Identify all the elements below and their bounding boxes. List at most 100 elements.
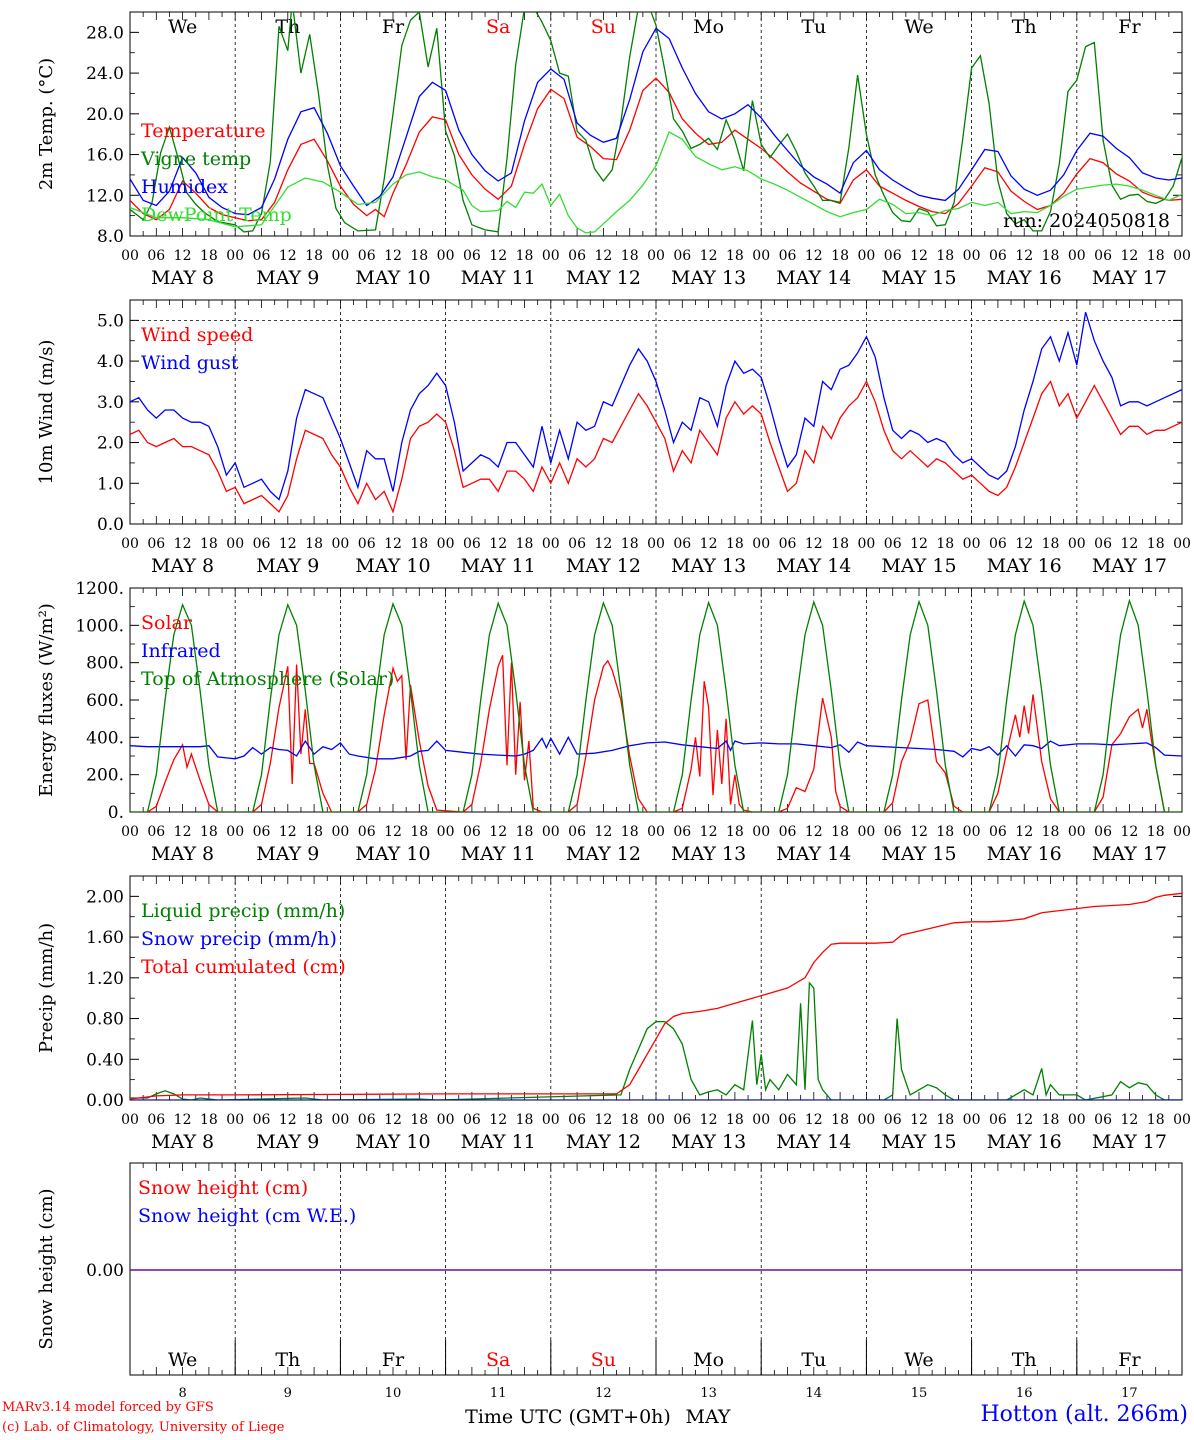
hour-tick-label: 18 <box>1147 824 1165 840</box>
weekday-label: Tu <box>801 1349 826 1371</box>
hour-tick-label: 12 <box>489 248 507 264</box>
hour-tick-label: 18 <box>200 824 218 840</box>
hour-tick-label: 00 <box>331 824 349 840</box>
y-tick-label: 200. <box>86 766 124 786</box>
y-tick-label: 2.0 <box>97 434 124 454</box>
date-label: MAY 10 <box>355 267 430 289</box>
date-label: MAY 17 <box>1092 843 1167 865</box>
legend-entry: Temperature <box>141 120 265 142</box>
hour-tick-label: 06 <box>884 1112 902 1128</box>
hour-tick-label: 18 <box>936 824 954 840</box>
hour-tick-label: 18 <box>200 248 218 264</box>
hour-tick-label: 18 <box>516 824 534 840</box>
date-label: MAY 14 <box>776 555 851 577</box>
date-label: MAY 11 <box>461 843 536 865</box>
hour-tick-label: 18 <box>936 536 954 552</box>
date-label: MAY 13 <box>671 1131 746 1153</box>
date-label: MAY 8 <box>151 1131 214 1153</box>
date-label: MAY 17 <box>1092 555 1167 577</box>
date-label: MAY 11 <box>461 1131 536 1153</box>
y-tick-label: 0.00 <box>86 1091 124 1111</box>
hour-tick-label: 00 <box>1068 248 1086 264</box>
hour-tick-label: 06 <box>253 1112 271 1128</box>
hour-tick-label: 00 <box>647 824 665 840</box>
plot-frame <box>129 587 1183 813</box>
hour-tick-label: 12 <box>1015 1112 1033 1128</box>
hour-tick-label: 18 <box>516 536 534 552</box>
hour-tick-label: 00 <box>752 1112 770 1128</box>
y-tick-label: 2.00 <box>86 887 124 907</box>
hour-tick-label: 06 <box>358 824 376 840</box>
hour-tick-label: 18 <box>516 248 534 264</box>
hour-tick-label: 00 <box>542 536 560 552</box>
legend-entry: Humidex <box>141 176 228 198</box>
hour-tick-label: 12 <box>805 536 823 552</box>
legend-entry: Liquid precip (mm/h) <box>141 900 345 922</box>
hour-tick-label: 00 <box>331 248 349 264</box>
date-label: MAY 12 <box>566 843 641 865</box>
x-axis-month-label: MAY <box>686 1406 731 1428</box>
hour-tick-label: 00 <box>437 1112 455 1128</box>
hour-tick-label: 00 <box>226 1112 244 1128</box>
series-line <box>130 654 1182 812</box>
day-number-label: 14 <box>806 1386 823 1401</box>
hour-tick-label: 06 <box>1094 248 1112 264</box>
hour-tick-label: 18 <box>305 1112 323 1128</box>
hour-tick-label: 12 <box>174 824 192 840</box>
weekday-label: Th <box>1012 16 1037 38</box>
weekday-label: Fr <box>382 16 405 38</box>
date-label: MAY 10 <box>355 843 430 865</box>
date-label: MAY 9 <box>256 1131 319 1153</box>
y-tick-label: 3.0 <box>97 393 124 413</box>
series-line <box>130 598 1182 812</box>
hour-tick-label: 18 <box>1042 824 1060 840</box>
hour-tick-label: 00 <box>226 536 244 552</box>
y-tick-label: 28.0 <box>86 23 124 43</box>
weekday-label: Mo <box>693 16 724 38</box>
hour-tick-label: 18 <box>1147 1112 1165 1128</box>
hour-tick-label: 06 <box>673 248 691 264</box>
hour-tick-label: 06 <box>989 1112 1007 1128</box>
series-line <box>130 27 1182 216</box>
hour-tick-label: 12 <box>1120 824 1138 840</box>
series-line <box>130 380 1182 514</box>
hour-tick-label: 12 <box>1015 536 1033 552</box>
hour-tick-label: 12 <box>384 824 402 840</box>
hour-tick-label: 12 <box>700 1112 718 1128</box>
day-number-label: 13 <box>700 1386 717 1401</box>
hour-tick-label: 06 <box>673 536 691 552</box>
y-tick-label: 0.0 <box>97 515 124 535</box>
hour-tick-label: 06 <box>147 536 165 552</box>
hour-tick-label: 12 <box>174 1112 192 1128</box>
weekday-label: Fr <box>1118 1349 1141 1371</box>
hour-tick-label: 00 <box>121 1112 139 1128</box>
y-tick-label: 8.0 <box>97 227 124 247</box>
hour-tick-label: 06 <box>463 248 481 264</box>
hour-tick-label: 18 <box>831 248 849 264</box>
hour-tick-label: 00 <box>857 536 875 552</box>
hour-tick-label: 06 <box>358 536 376 552</box>
legend-entry: Snow precip (mm/h) <box>141 928 337 950</box>
hour-tick-label: 18 <box>410 1112 428 1128</box>
hour-tick-label: 06 <box>779 248 797 264</box>
day-number-label: 15 <box>911 1386 928 1401</box>
weekday-label: We <box>168 16 197 38</box>
hour-tick-label: 12 <box>910 248 928 264</box>
y-tick-label: 12.0 <box>86 186 124 206</box>
hour-tick-label: 12 <box>1120 248 1138 264</box>
legend-entry: Snow height (cm W.E.) <box>138 1205 356 1227</box>
hour-tick-label: 12 <box>910 1112 928 1128</box>
y-axis-label: Snow height (cm) <box>36 1188 57 1349</box>
date-label: MAY 16 <box>987 843 1062 865</box>
hour-tick-label: 06 <box>779 1112 797 1128</box>
hour-tick-label: 00 <box>1068 536 1086 552</box>
hour-tick-label: 00 <box>331 1112 349 1128</box>
hour-tick-label: 06 <box>147 824 165 840</box>
y-axis-label: 10m Wind (m/s) <box>36 340 57 485</box>
date-label: MAY 10 <box>355 555 430 577</box>
hour-tick-label: 18 <box>516 1112 534 1128</box>
hour-tick-label: 18 <box>1147 536 1165 552</box>
hour-tick-label: 12 <box>1120 536 1138 552</box>
hour-tick-label: 00 <box>857 824 875 840</box>
hour-tick-label: 00 <box>121 248 139 264</box>
